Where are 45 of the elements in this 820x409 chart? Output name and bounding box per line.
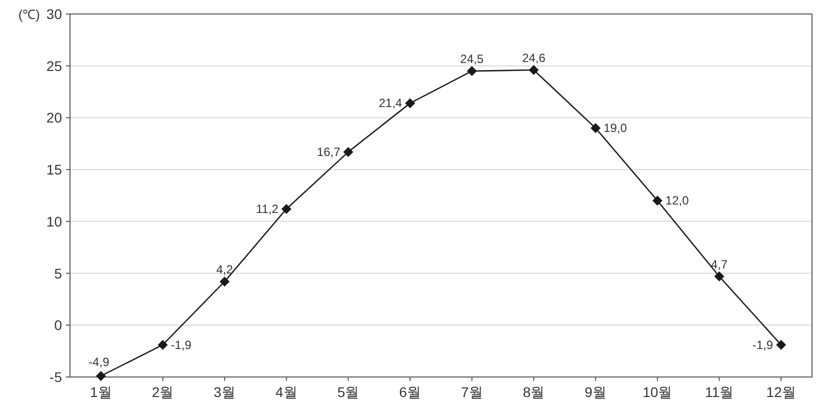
x-tick-label: 5월 xyxy=(337,384,360,400)
data-label: 24,5 xyxy=(460,52,484,66)
data-label: 19,0 xyxy=(604,121,628,136)
x-tick-label: 11월 xyxy=(704,384,734,400)
x-tick-label: 12월 xyxy=(766,384,796,400)
x-tick-label: 4월 xyxy=(276,384,298,400)
x-tick-label: 2월 xyxy=(152,384,174,400)
data-label: 24,6 xyxy=(522,51,546,66)
point xyxy=(528,65,539,76)
point xyxy=(714,271,724,282)
y-tick-label: 5 xyxy=(54,265,62,282)
data-label: -1,9 xyxy=(752,338,774,352)
point xyxy=(466,66,477,76)
data-label: 11,2 xyxy=(256,202,279,216)
point xyxy=(405,98,416,108)
data-label: 16,7 xyxy=(316,144,341,159)
y-tick-label: 30 xyxy=(46,6,62,22)
y-axis-title: (℃) xyxy=(18,7,40,22)
x-tick-label: 6월 xyxy=(399,384,421,400)
point xyxy=(281,204,292,214)
data-label: 4,2 xyxy=(216,262,234,277)
data-label: 4,7 xyxy=(710,257,728,272)
data-label: 12,0 xyxy=(665,194,690,208)
x-tick-label: 9월 xyxy=(584,384,606,400)
point xyxy=(96,370,106,381)
point xyxy=(776,340,786,350)
data-label: 21,4 xyxy=(378,96,402,110)
point xyxy=(652,196,662,206)
y-tick-label: 25 xyxy=(46,58,62,74)
x-tick-label: 1월 xyxy=(90,384,112,400)
y-tick-label: 20 xyxy=(46,110,62,126)
y-tick-label: -5 xyxy=(50,369,62,385)
data-label: -1,9 xyxy=(170,338,192,352)
x-tick-label: 3월 xyxy=(214,384,236,400)
point xyxy=(590,123,601,134)
data-label: -4,9 xyxy=(88,354,110,369)
y-tick-label: 10 xyxy=(46,213,62,230)
x-tick-label: 10월 xyxy=(642,384,672,400)
y-tick-label: 15 xyxy=(46,162,62,178)
point xyxy=(220,276,230,287)
y-tick-label: 0 xyxy=(54,317,62,334)
x-tick-label: 8월 xyxy=(522,384,545,400)
x-tick-label: 7월 xyxy=(461,384,483,400)
point xyxy=(343,146,354,157)
point xyxy=(158,340,168,350)
